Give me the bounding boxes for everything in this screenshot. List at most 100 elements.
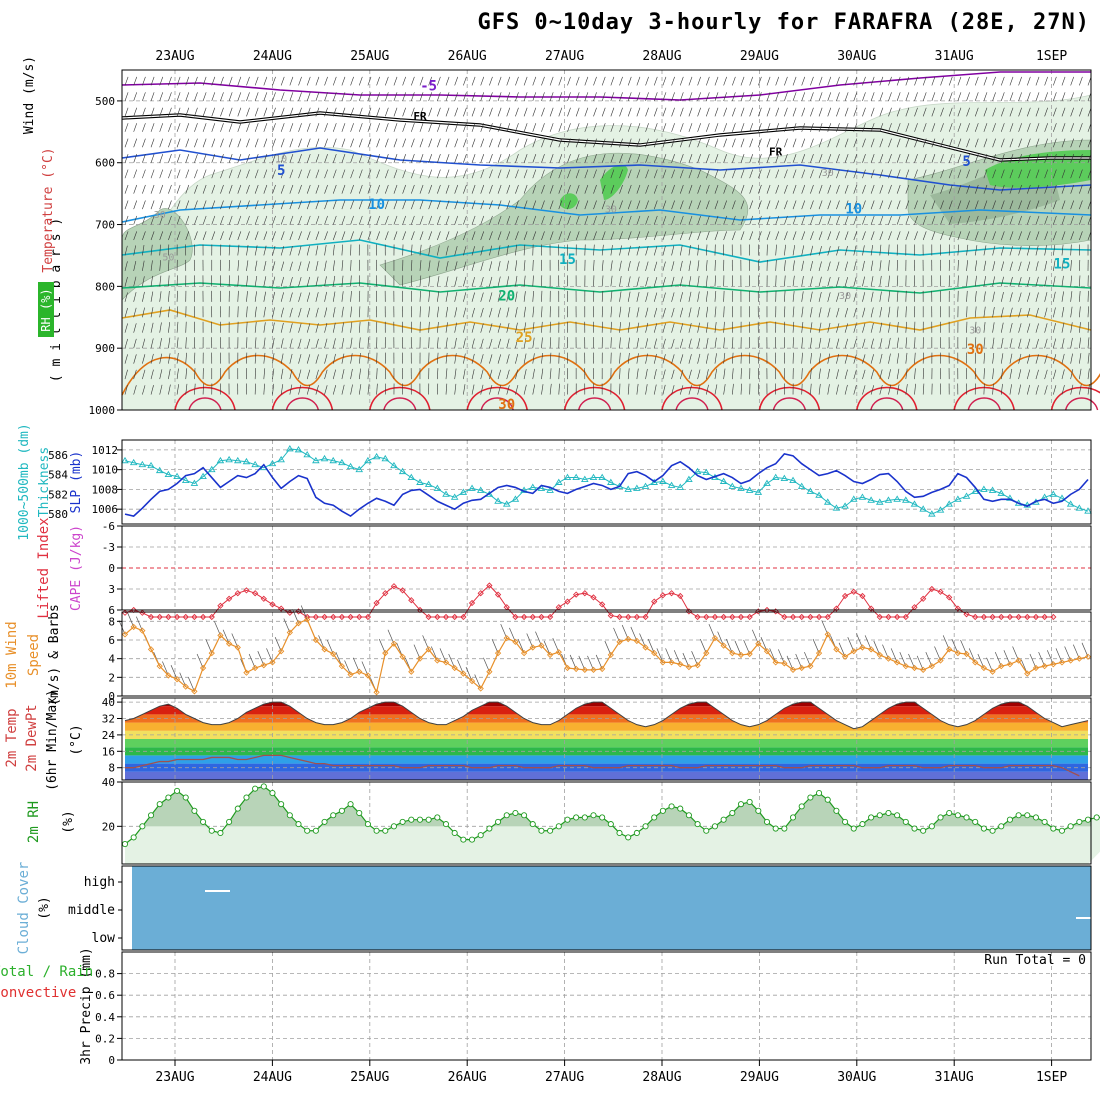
wind-barb <box>705 322 709 333</box>
wind-barb <box>315 169 320 179</box>
wind-barb <box>324 107 328 117</box>
thickness-point <box>902 496 910 503</box>
wind-barb <box>549 184 554 194</box>
wind-speed-point <box>755 640 762 647</box>
wind-barb <box>159 215 164 225</box>
bottom-date-label: 24AUG <box>253 1070 292 1085</box>
wind-barb <box>697 92 701 102</box>
wind-barb <box>593 184 597 194</box>
wind-barb <box>671 292 675 302</box>
wind-barb <box>463 138 467 148</box>
wind-barb <box>315 307 319 318</box>
isotherm-label: FR <box>769 145 783 158</box>
thickness-line <box>124 448 1089 515</box>
wind-barb <box>636 276 640 287</box>
wind-barb <box>142 138 146 148</box>
wind-barb <box>593 244 595 256</box>
wind-barb <box>1079 215 1083 225</box>
temperature-band <box>125 722 1088 731</box>
wind-barb <box>1079 322 1081 333</box>
wind-barb <box>159 231 164 241</box>
wind-barb <box>1009 338 1013 349</box>
rh-point <box>234 805 241 812</box>
wind-barb <box>306 231 311 241</box>
wind-barb <box>931 184 936 194</box>
wind-barb <box>463 368 466 380</box>
wind-speed-point <box>512 638 519 646</box>
wind-barb <box>688 169 693 179</box>
wind-barb <box>714 384 718 395</box>
wind-barb <box>688 260 691 271</box>
wind-barb <box>801 123 806 132</box>
wind-barb <box>888 260 890 271</box>
wind-barb <box>862 323 866 333</box>
wind-barb <box>332 385 337 395</box>
wind-barb <box>636 200 641 210</box>
rh-point <box>468 836 476 843</box>
rh-point <box>789 814 797 821</box>
wind-barb <box>437 352 439 364</box>
wind-barb <box>228 231 233 241</box>
wind-barb <box>306 92 311 102</box>
wind-barb <box>489 184 493 194</box>
wind-barb <box>515 76 519 86</box>
wind-barb <box>610 275 613 287</box>
wind-barb <box>836 107 840 117</box>
wind-speed-point <box>416 655 424 662</box>
wind-barb <box>879 307 882 318</box>
wind-barb <box>567 200 571 210</box>
wind-barb <box>1053 200 1057 210</box>
wind-barb <box>384 200 389 210</box>
precip-tick-label: 0.2 <box>95 1032 115 1045</box>
wind-barb <box>437 169 441 179</box>
wind-barb <box>636 123 641 132</box>
wind-barb <box>237 215 242 225</box>
wind-barb <box>1026 338 1031 349</box>
surface-wind-barb <box>908 653 915 669</box>
wind-barb <box>645 200 649 210</box>
surface-wind-barb <box>474 674 482 689</box>
wind-barb <box>454 76 459 86</box>
wind-barb <box>575 76 580 86</box>
wind-barb <box>723 337 725 349</box>
wind-barb <box>879 322 883 333</box>
wind-barb <box>263 245 267 256</box>
wind-barb <box>645 322 649 333</box>
wind-barb <box>515 260 518 271</box>
wind-barb <box>931 200 936 210</box>
wind-barb <box>133 231 138 241</box>
thickness-point <box>884 496 893 503</box>
wind-barb <box>1044 307 1048 318</box>
wind-barb <box>714 200 719 210</box>
wind-barb <box>1061 291 1064 302</box>
wind-barb <box>185 321 187 333</box>
wind-barb <box>211 76 216 86</box>
wind-barb <box>133 169 138 179</box>
wind-barb <box>159 244 161 256</box>
wind-barb <box>324 92 328 102</box>
wind-barb <box>1079 384 1082 395</box>
thickness-point <box>476 486 485 493</box>
wind-barb <box>523 169 528 179</box>
rh-point <box>1032 814 1039 821</box>
wind-barb <box>1026 169 1031 179</box>
wind-barb <box>168 368 171 380</box>
rh-point <box>295 821 302 828</box>
wind-barb <box>454 169 459 179</box>
thickness-point <box>286 445 294 452</box>
wind-barb <box>862 354 866 364</box>
rh-point <box>859 821 866 828</box>
wind-barb <box>697 215 701 225</box>
wind-barb <box>254 321 257 333</box>
wind-barb <box>159 353 163 364</box>
wind-barb <box>922 107 927 117</box>
wind-barb <box>610 184 615 194</box>
wind-barb <box>228 184 233 194</box>
wind-barb <box>957 107 962 117</box>
wind-barb <box>437 291 440 302</box>
wind-barb <box>740 76 745 86</box>
wind-barb <box>1026 123 1031 132</box>
wind-barb <box>723 123 727 132</box>
wind-barb <box>298 184 302 194</box>
wind-barb <box>888 353 891 364</box>
